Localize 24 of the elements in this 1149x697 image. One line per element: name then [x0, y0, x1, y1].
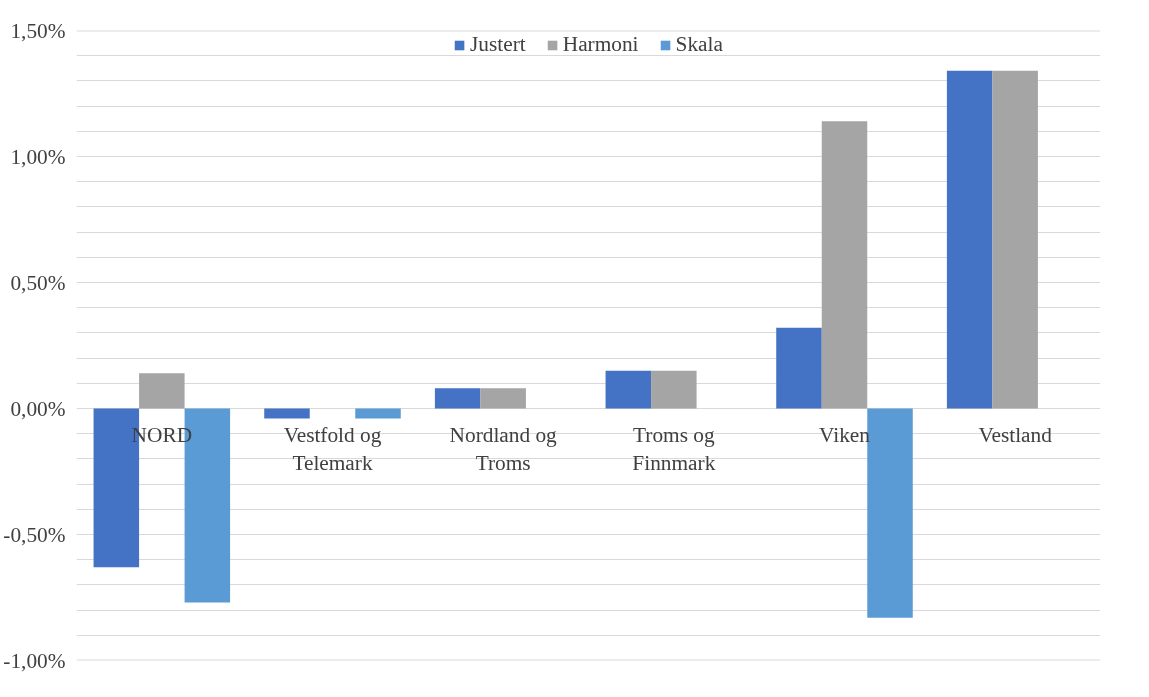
legend-label: Harmoni	[562, 32, 639, 57]
bar	[651, 370, 697, 409]
y-tick-label: -0,50%	[3, 522, 66, 547]
x-tick-label: Vestfold og Telemark	[283, 422, 382, 476]
y-tick-label: 0,00%	[10, 396, 66, 421]
bar	[992, 70, 1038, 409]
y-tick-label: 1,00%	[10, 144, 66, 169]
bar	[139, 373, 185, 409]
y-tick-label: 0,50%	[10, 270, 66, 295]
bar	[776, 327, 822, 409]
x-tick-label: Nordland og Troms	[449, 422, 558, 476]
bar	[480, 388, 526, 409]
y-tick-label: -1,00%	[3, 648, 66, 673]
legend-label: Skala	[675, 32, 723, 57]
x-tick-label: Troms og Finnmark	[632, 422, 716, 476]
bar	[605, 370, 652, 409]
bar	[355, 408, 401, 419]
bar	[434, 388, 481, 409]
bar	[821, 121, 868, 409]
bar	[264, 408, 310, 419]
legend-label: Justert	[470, 32, 526, 57]
x-tick-label: Vestland	[978, 422, 1053, 447]
y-tick-label: 1,50%	[10, 18, 66, 43]
bar	[946, 70, 993, 409]
